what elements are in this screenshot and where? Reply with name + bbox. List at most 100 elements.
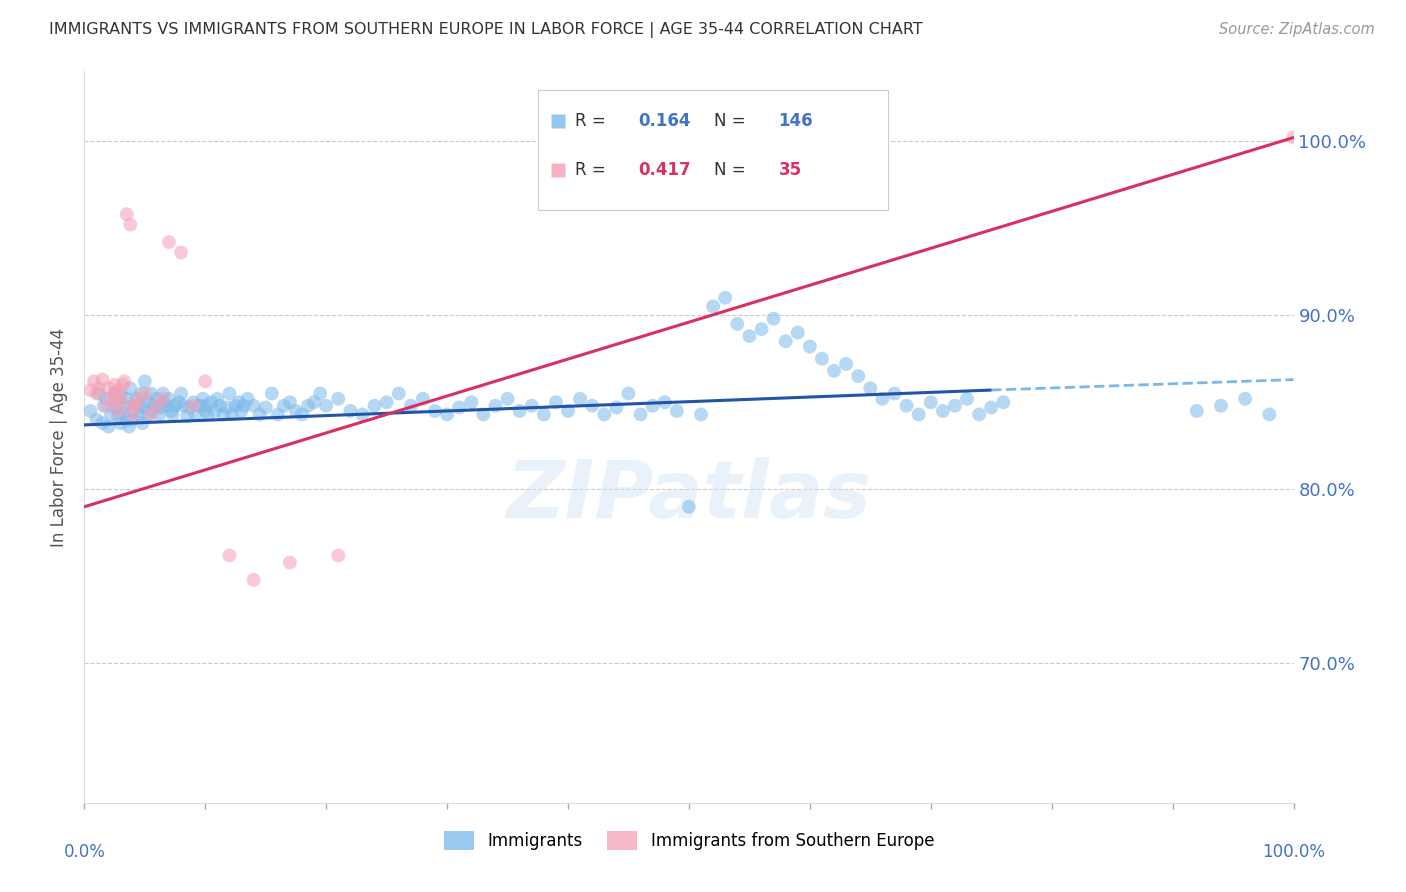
Point [134, 399, 156, 413]
Point [97, 419, 120, 434]
Point [702, 300, 724, 314]
Text: N =: N = [714, 112, 751, 130]
Point [141, 404, 163, 418]
Point [388, 386, 411, 401]
Point [152, 392, 174, 406]
Point [131, 416, 153, 430]
Point [228, 395, 250, 409]
Point [215, 401, 238, 415]
Point [956, 392, 979, 406]
Point [115, 412, 138, 426]
Point [124, 399, 146, 413]
Point [811, 351, 834, 366]
Point [993, 395, 1015, 409]
Point [83, 375, 105, 389]
Point [883, 386, 905, 401]
Point [762, 311, 785, 326]
Point [104, 386, 127, 401]
Point [129, 386, 152, 401]
Point [581, 399, 603, 413]
Point [204, 404, 226, 418]
Point [167, 395, 190, 409]
Point [181, 399, 204, 413]
Point [112, 377, 135, 392]
Point [254, 401, 277, 415]
Point [1209, 399, 1232, 413]
Point [328, 549, 350, 563]
Point [188, 399, 211, 413]
Point [641, 399, 664, 413]
Point [233, 399, 256, 413]
Point [218, 549, 240, 563]
Point [593, 408, 616, 422]
Point [86, 386, 108, 401]
Point [920, 395, 942, 409]
Point [107, 383, 129, 397]
Text: R =: R = [575, 112, 612, 130]
Point [152, 395, 174, 409]
Point [200, 395, 222, 409]
Point [932, 404, 955, 418]
Point [149, 401, 172, 415]
Point [557, 404, 579, 418]
Text: Source: ZipAtlas.com: Source: ZipAtlas.com [1219, 22, 1375, 37]
Point [872, 392, 894, 406]
Point [678, 500, 700, 514]
Point [139, 386, 162, 401]
Y-axis label: In Labor Force | Age 35-44: In Labor Force | Age 35-44 [49, 327, 67, 547]
Point [170, 386, 193, 401]
Point [157, 392, 180, 406]
Text: 146: 146 [779, 112, 813, 130]
Point [823, 364, 845, 378]
Point [799, 339, 821, 353]
Point [315, 399, 337, 413]
Point [605, 401, 627, 415]
Point [859, 381, 882, 395]
Point [124, 399, 146, 413]
Point [136, 409, 159, 424]
Point [207, 392, 229, 406]
Point [107, 409, 129, 424]
Point [110, 392, 132, 406]
Point [533, 408, 555, 422]
Point [179, 401, 201, 415]
Point [146, 399, 169, 413]
Point [775, 334, 797, 349]
Point [980, 401, 1002, 415]
Point [569, 392, 592, 406]
Text: 35: 35 [779, 161, 801, 179]
Point [943, 399, 966, 413]
Point [520, 399, 543, 413]
Point [496, 392, 519, 406]
Text: R =: R = [575, 161, 612, 179]
Point [104, 401, 127, 415]
Point [134, 386, 156, 401]
Point [284, 404, 308, 418]
Point [302, 395, 325, 409]
Point [423, 404, 446, 418]
Point [97, 381, 120, 395]
Point [194, 375, 217, 389]
Point [786, 326, 808, 340]
Point [86, 412, 108, 426]
Text: N =: N = [714, 161, 751, 179]
Point [87, 386, 110, 401]
Point [104, 377, 127, 392]
Point [87, 381, 110, 395]
Point [260, 386, 283, 401]
Point [143, 399, 166, 413]
Point [121, 399, 143, 413]
Point [291, 408, 314, 422]
Point [155, 399, 177, 413]
FancyBboxPatch shape [538, 90, 889, 211]
Point [112, 406, 135, 420]
Point [460, 395, 482, 409]
Point [115, 392, 138, 406]
Point [94, 399, 117, 413]
Point [218, 386, 240, 401]
Point [176, 409, 198, 424]
Point [105, 395, 128, 409]
Point [907, 408, 929, 422]
Point [725, 317, 748, 331]
Point [328, 392, 350, 406]
